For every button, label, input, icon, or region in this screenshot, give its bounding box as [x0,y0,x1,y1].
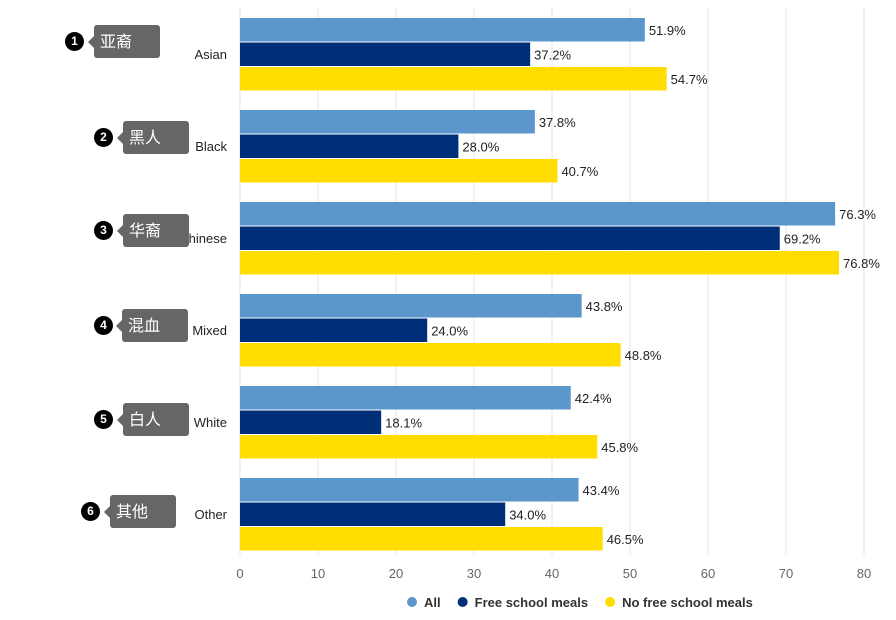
annotation-label: 混血 [116,309,188,342]
annotation-number-badge: 3 [94,221,113,240]
x-tick-label: 40 [545,566,559,581]
data-label: 69.2% [784,232,821,247]
legend-marker [605,597,616,607]
legend-item: All [424,595,441,610]
data-label: 45.8% [601,440,638,455]
legend-marker [457,597,468,607]
data-label: 42.4% [575,391,612,406]
bar [240,251,840,275]
x-tick-label: 60 [701,566,715,581]
bar [240,294,582,318]
legend-item: No free school meals [622,595,753,610]
annotation-number-badge: 2 [94,128,113,147]
data-label: 76.3% [839,207,876,222]
data-label: 76.8% [843,256,880,271]
data-label: 48.8% [625,348,662,363]
x-tick-label: 50 [623,566,637,581]
bar [240,318,428,342]
x-tick-label: 0 [236,566,243,581]
data-label: 37.8% [539,115,576,130]
bar [240,386,571,410]
data-label: 34.0% [509,508,546,523]
legend-item: Free school meals [475,595,588,610]
data-label: 43.4% [583,483,620,498]
bar [240,159,558,183]
bar [240,67,667,91]
category-label: Other [194,507,227,522]
bar [240,502,506,526]
annotation-label: 华裔 [117,214,189,247]
data-label: 37.2% [534,48,571,63]
data-label: 18.1% [385,416,422,431]
bar [240,42,531,66]
annotation-number-badge: 4 [94,316,113,335]
bar [240,134,459,158]
category-label: Chinese [179,231,227,246]
x-tick-label: 20 [389,566,403,581]
bar [240,435,598,459]
x-tick-label: 80 [857,566,871,581]
annotation-label: 其他 [104,495,176,528]
data-label: 24.0% [431,324,468,339]
category-label: Black [195,139,227,154]
x-tick-label: 10 [311,566,325,581]
bar [240,18,645,42]
annotation-number-badge: 6 [81,502,100,521]
x-tick-label: 70 [779,566,793,581]
legend-marker [407,597,417,607]
category-label: Asian [194,47,227,62]
data-label: 46.5% [607,532,644,547]
data-label: 28.0% [462,140,499,155]
bar [240,343,621,367]
bar [240,410,382,434]
x-tick-label: 30 [467,566,481,581]
bar [240,527,603,551]
data-label: 54.7% [671,72,708,87]
bar [240,478,579,502]
category-label: White [194,415,227,430]
data-label: 51.9% [649,23,686,38]
annotation-label: 白人 [117,403,189,436]
bar [240,226,780,250]
data-label: 43.8% [586,299,623,314]
annotation-number-badge: 5 [94,410,113,429]
data-label: 40.7% [561,164,598,179]
annotation-label: 黑人 [117,121,189,154]
bar [240,202,836,226]
bar [240,110,535,134]
category-label: Mixed [192,323,227,338]
annotation-number-badge: 1 [65,32,84,51]
annotation-label: 亚裔 [88,25,160,58]
